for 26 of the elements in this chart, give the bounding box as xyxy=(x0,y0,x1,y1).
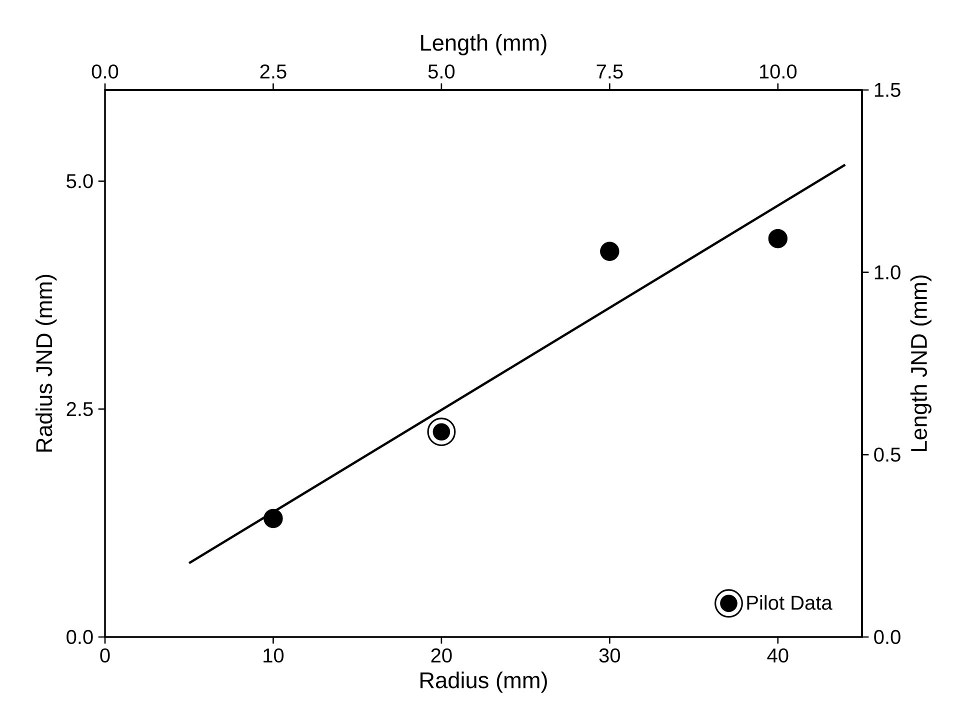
x-tick-label: 30 xyxy=(599,648,620,663)
x2-tick-label: 0.0 xyxy=(92,64,118,79)
x-tick-label: 10 xyxy=(264,648,284,663)
x-tick-label: 0 xyxy=(100,648,110,663)
point xyxy=(768,228,788,248)
x-tick-label: 20 xyxy=(431,648,452,663)
y2-tick-label: 0.0 xyxy=(874,630,900,644)
point xyxy=(427,418,456,446)
y2-tick-label: 1.0 xyxy=(874,265,900,280)
y2-tick-label: 0.5 xyxy=(874,448,900,462)
x2-tick-label: 7.5 xyxy=(596,64,623,79)
point xyxy=(600,242,620,261)
x2-axis-title: Length (mm) xyxy=(421,34,546,56)
x2-tick-label: 10.0 xyxy=(760,64,797,79)
y-axis-title: Radius JND (mm) xyxy=(36,274,57,452)
x-axis-title: Radius (mm) xyxy=(420,672,547,693)
y-tick-label: 2.5 xyxy=(66,402,93,416)
x2-tick-label: 2.5 xyxy=(260,64,286,79)
y2-axis-title: Length JND (mm) xyxy=(910,276,932,452)
y-tick-label: 0.0 xyxy=(66,630,93,644)
y2-tick-label: 1.5 xyxy=(874,83,900,97)
x-tick-label: 40 xyxy=(767,648,788,663)
legend-label: Pilot Data xyxy=(747,595,832,610)
y-tick-label: 5.0 xyxy=(66,174,93,188)
point xyxy=(264,508,283,528)
x2-tick-label: 5.0 xyxy=(428,64,455,79)
